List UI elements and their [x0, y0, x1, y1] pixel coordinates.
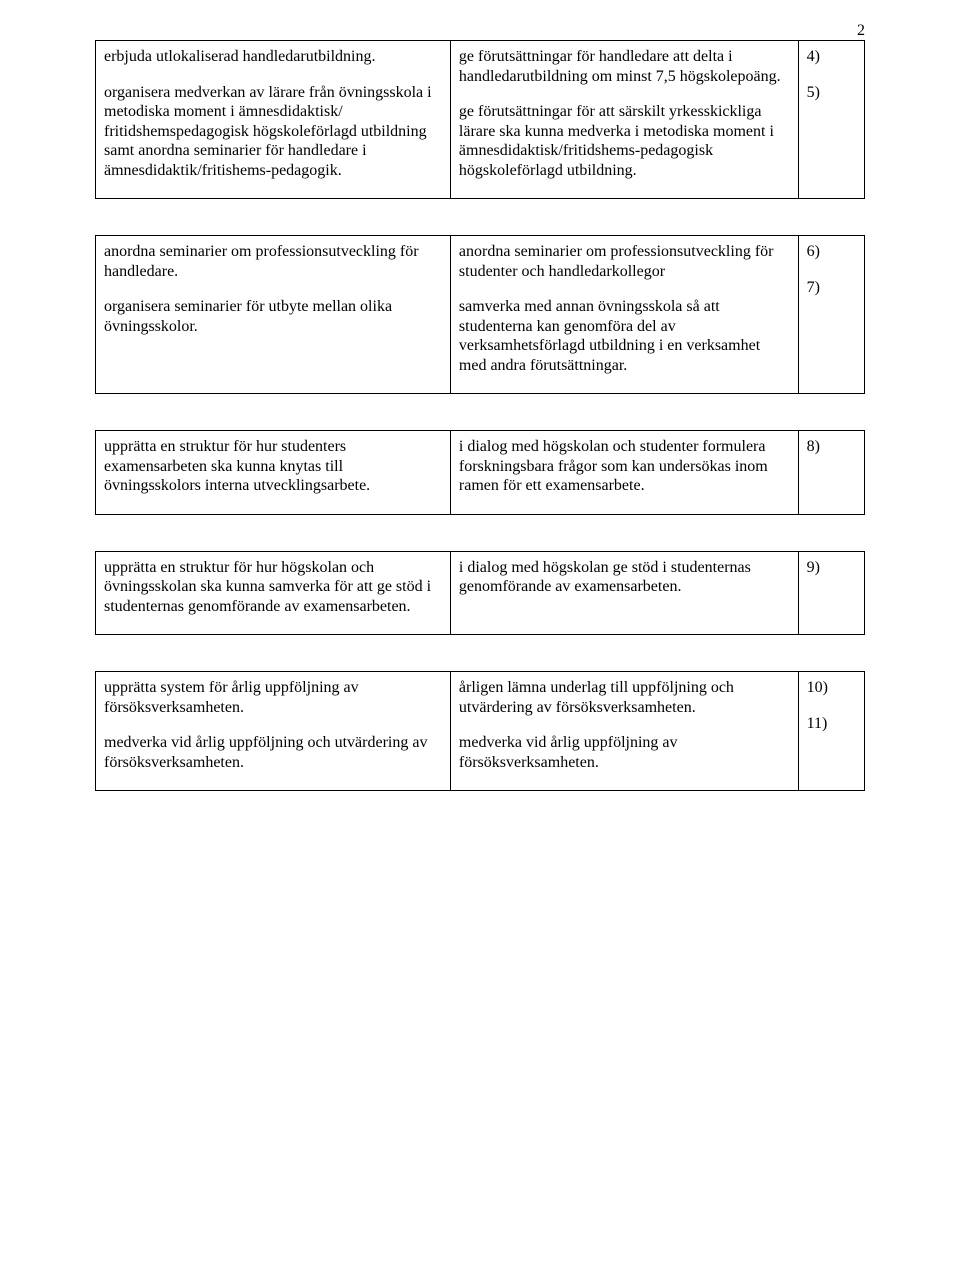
row-number: 6) — [807, 242, 856, 262]
cell-text: årligen lämna underlag till uppföljning … — [459, 678, 790, 717]
cell-text: anordna seminarier om professionsutveckl… — [104, 242, 442, 281]
row-number: 5) — [807, 83, 856, 103]
page-number: 2 — [857, 22, 865, 40]
cell-number: 9) — [798, 551, 864, 635]
table-rows-4-5: erbjuda utlokaliserad handledarutbildnin… — [95, 40, 865, 199]
cell-left: upprätta en struktur för hur studenters … — [96, 431, 451, 515]
row-number: 7) — [807, 278, 856, 298]
cell-text: upprätta en struktur för hur högskolan o… — [104, 558, 442, 617]
cell-text: upprätta system för årlig uppföljning av… — [104, 678, 442, 717]
table-row: upprätta en struktur för hur högskolan o… — [96, 551, 865, 635]
cell-text: ge förutsättningar för att särskilt yrke… — [459, 102, 790, 180]
cell-left: erbjuda utlokaliserad handledarutbildnin… — [96, 41, 451, 199]
table-row: anordna seminarier om professionsutveckl… — [96, 236, 865, 394]
table-row: upprätta en struktur för hur studenters … — [96, 431, 865, 515]
cell-number: 4) 5) — [798, 41, 864, 199]
cell-text: upprätta en struktur för hur studenters … — [104, 437, 442, 496]
cell-mid: anordna seminarier om professionsutveckl… — [450, 236, 798, 394]
cell-number: 10) 11) — [798, 672, 864, 791]
cell-text: organisera medverkan av lärare från övni… — [104, 83, 442, 181]
cell-text: anordna seminarier om professionsutveckl… — [459, 242, 790, 281]
cell-mid: årligen lämna underlag till uppföljning … — [450, 672, 798, 791]
table-row-9: upprätta en struktur för hur högskolan o… — [95, 551, 865, 636]
cell-mid: i dialog med högskolan och studenter for… — [450, 431, 798, 515]
cell-text: medverka vid årlig uppföljning av försök… — [459, 733, 790, 772]
table-row: erbjuda utlokaliserad handledarutbildnin… — [96, 41, 865, 199]
table-row-8: upprätta en struktur för hur studenters … — [95, 430, 865, 515]
table-rows-10-11: upprätta system för årlig uppföljning av… — [95, 671, 865, 791]
row-number: 8) — [807, 437, 856, 457]
cell-text: organisera seminarier för utbyte mellan … — [104, 297, 442, 336]
cell-left: anordna seminarier om professionsutveckl… — [96, 236, 451, 394]
table-row: upprätta system för årlig uppföljning av… — [96, 672, 865, 791]
row-number: 10) — [807, 678, 856, 698]
cell-text: ge förutsättningar för handledare att de… — [459, 47, 790, 86]
cell-text: erbjuda utlokaliserad handledarutbildnin… — [104, 47, 442, 67]
cell-text: medverka vid årlig uppföljning och utvär… — [104, 733, 442, 772]
cell-text: i dialog med högskolan ge stöd i student… — [459, 558, 790, 597]
cell-number: 8) — [798, 431, 864, 515]
cell-mid: ge förutsättningar för handledare att de… — [450, 41, 798, 199]
cell-left: upprätta en struktur för hur högskolan o… — [96, 551, 451, 635]
row-number: 4) — [807, 47, 856, 67]
table-rows-6-7: anordna seminarier om professionsutveckl… — [95, 235, 865, 394]
row-number: 9) — [807, 558, 856, 578]
cell-number: 6) 7) — [798, 236, 864, 394]
row-number: 11) — [807, 714, 856, 734]
cell-left: upprätta system för årlig uppföljning av… — [96, 672, 451, 791]
cell-mid: i dialog med högskolan ge stöd i student… — [450, 551, 798, 635]
page: 2 erbjuda utlokaliserad handledarutbildn… — [0, 0, 960, 1281]
cell-text: i dialog med högskolan och studenter for… — [459, 437, 790, 496]
cell-text: samverka med annan övningsskola så att s… — [459, 297, 790, 375]
